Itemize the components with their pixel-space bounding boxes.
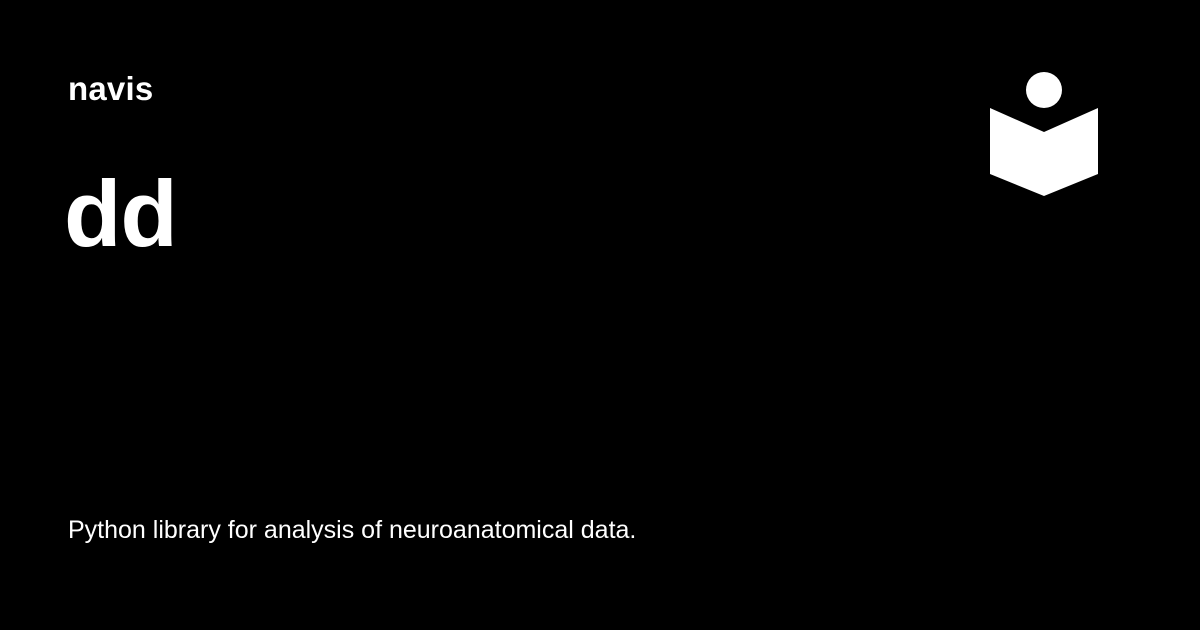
page-description: Python library for analysis of neuroanat…	[68, 516, 637, 544]
page-title: dd	[64, 161, 178, 266]
site-name: navis	[68, 70, 154, 107]
reader-book-icon	[988, 70, 1100, 198]
